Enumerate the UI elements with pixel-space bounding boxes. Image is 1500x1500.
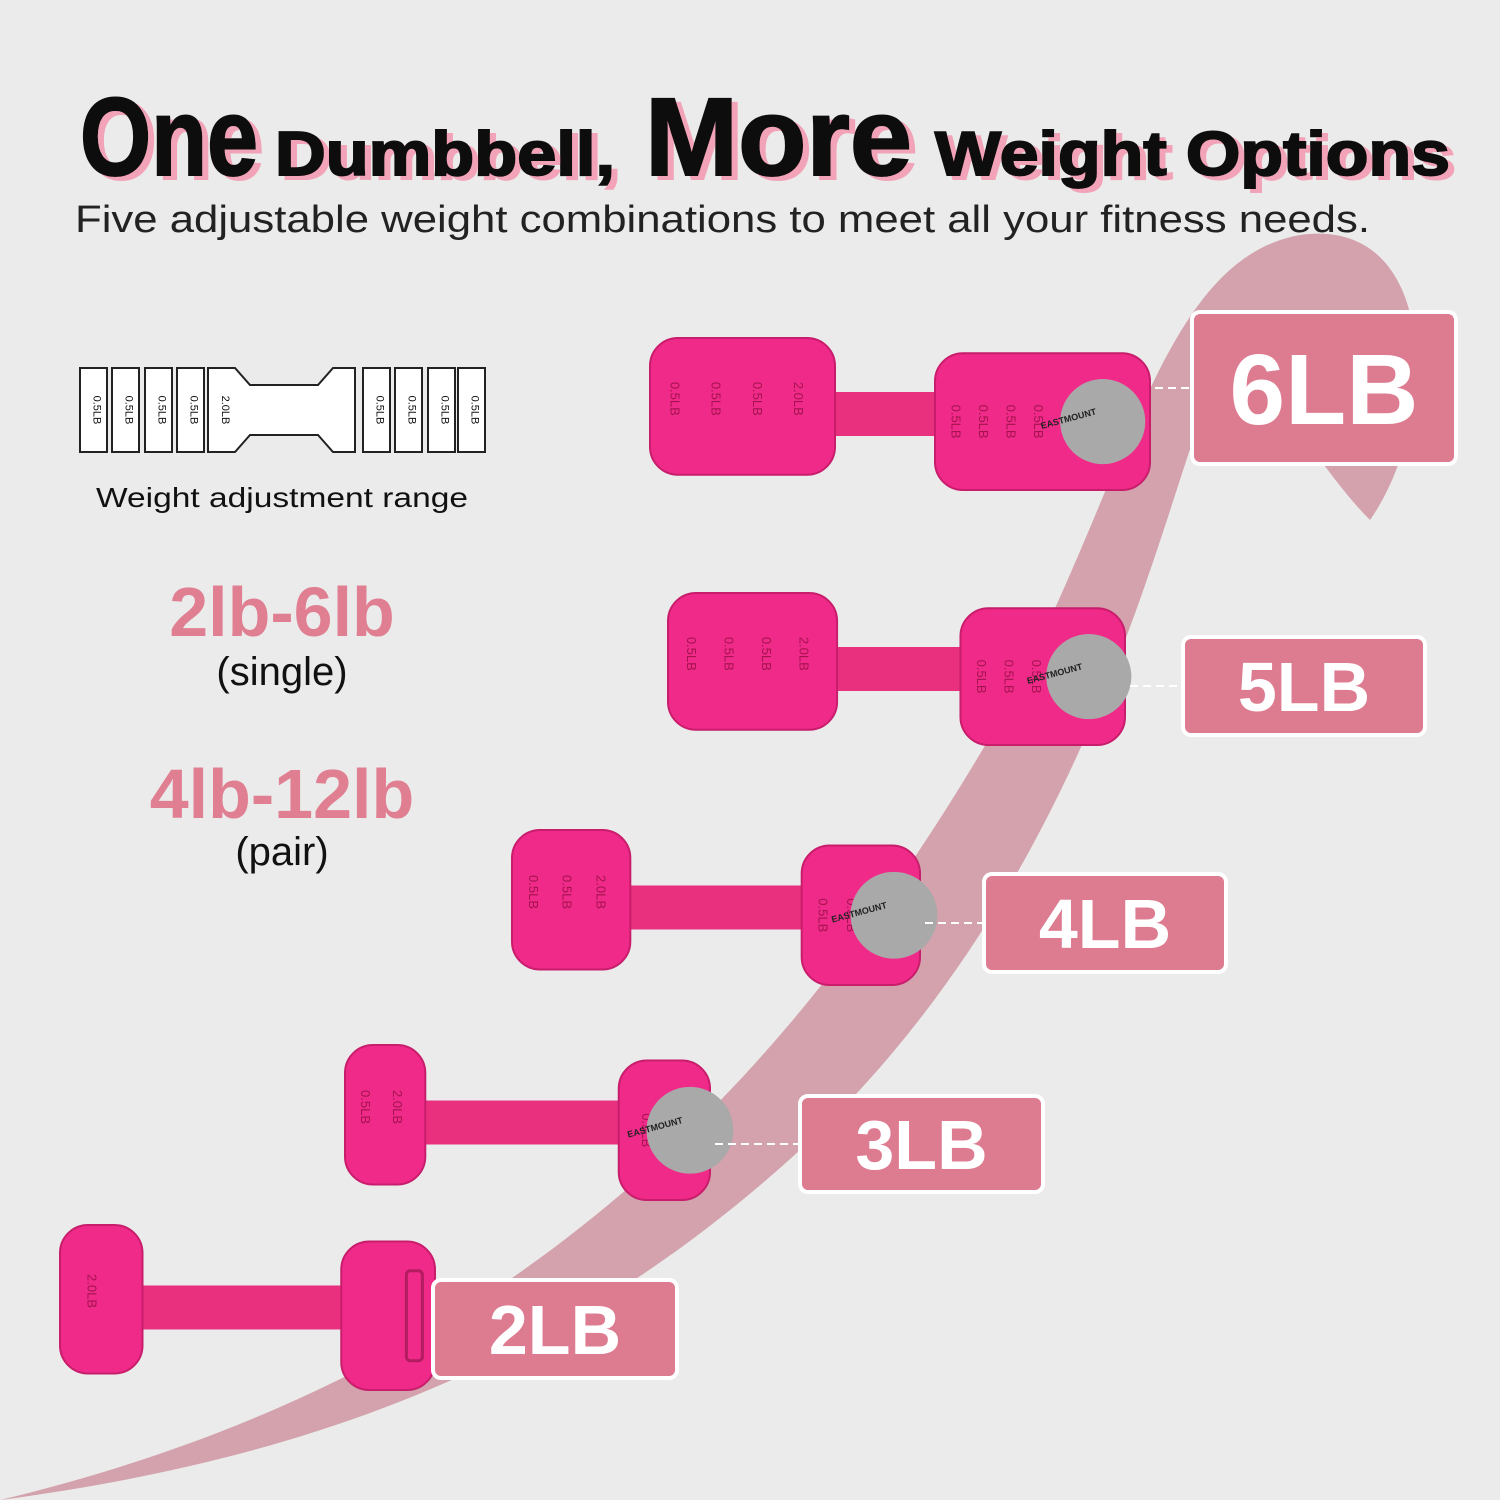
range-value: 2lb-6lb (169, 573, 395, 651)
plate-label: 0.5LB (750, 382, 765, 416)
plate-label: 0.5LB (526, 875, 541, 909)
diagram-caption: Weight adjustment range (96, 482, 468, 513)
weight-label: 5LB (1238, 648, 1370, 726)
handle (625, 885, 807, 930)
plate-label: 0.5LB (1031, 405, 1046, 439)
title-word: More (645, 76, 912, 199)
plate (427, 367, 456, 453)
plate-label: 0.5LB (439, 396, 451, 425)
handle (420, 1100, 624, 1145)
plate-label: 0.5LB (374, 396, 386, 425)
slot (404, 1269, 424, 1363)
weight-label: 3LB (855, 1106, 987, 1184)
end-cap (1060, 379, 1146, 465)
title-word: One (80, 76, 258, 199)
title-word: Weight Options (935, 120, 1450, 189)
plate-label: 0.5LB (91, 396, 103, 425)
plate (457, 367, 486, 453)
plate-label: 0.5LB (709, 382, 724, 416)
left-head (511, 829, 632, 971)
weight-label: 2LB (489, 1291, 621, 1369)
plate-label: 2.0LB (390, 1090, 405, 1124)
handle (832, 647, 966, 691)
plate-label: 0.5LB (1001, 660, 1016, 694)
weight-diagram: Weight adjustment range 0.5LB 0.5LB 0.5LB 0… (79, 367, 486, 513)
plate-label: 2.0LB (85, 1274, 100, 1308)
plate-label: 0.5LB (721, 637, 736, 671)
left-head (649, 337, 836, 476)
handle-outline (207, 367, 356, 453)
dumbbell: 0.5LB 0.5LB 0.5LB 2.0LB 0.5LB 0.5LB 0.5LB 0.5LB… (649, 337, 1151, 492)
weight-label: 6LB (1230, 334, 1419, 446)
handle-label: 2.0LB (219, 396, 231, 425)
plate (394, 367, 423, 453)
weight-label: 4LB (1039, 885, 1171, 963)
plate-label: 2.0LB (594, 875, 609, 909)
left-head (344, 1044, 427, 1186)
range-note: (single) (216, 650, 347, 694)
plate-label: 0.5LB (156, 396, 168, 425)
range-value: 4lb-12lb (150, 755, 415, 833)
weight-box (1190, 310, 1458, 466)
plate-label: 0.5LB (1004, 405, 1019, 439)
weight-box (798, 1094, 1045, 1194)
plate-label: 2.0LB (791, 382, 806, 416)
plate-label: 0.5LB (469, 396, 481, 425)
plate-label: 0.5LB (1029, 660, 1044, 694)
plate-label: 0.5LB (684, 637, 699, 671)
plate (362, 367, 391, 453)
subtitle: Five adjustable weight combinations to m… (75, 199, 1370, 241)
plate-label: 0.5LB (816, 898, 831, 932)
plate (111, 367, 140, 453)
left-head (59, 1224, 144, 1375)
title-word: Dumbbell, (275, 120, 615, 189)
plate-label: 0.5LB (358, 1090, 373, 1124)
plate (144, 367, 173, 453)
end-cap (1046, 634, 1132, 720)
weight-box (431, 1278, 679, 1380)
plate-label: 2.0LB (797, 637, 812, 671)
plate-label: 0.5LB (974, 660, 989, 694)
plate (79, 367, 108, 453)
handle (830, 392, 940, 436)
handle (137, 1285, 347, 1330)
plate (176, 367, 205, 453)
plate-label: 0.5LB (406, 396, 418, 425)
end-cap (850, 871, 938, 959)
dumbbell: 2.0LB (59, 1224, 436, 1391)
weight-box (982, 872, 1228, 974)
plate-label: 0.5LB (949, 405, 964, 439)
end-cap (646, 1086, 734, 1174)
plate-label: 0.5LB (976, 405, 991, 439)
plate-label: 0.5LB (188, 396, 200, 425)
plate-label: 0.5LB (560, 875, 575, 909)
left-head (667, 592, 839, 731)
plate-label: 0.5LB (123, 396, 135, 425)
plate-label: 0.5LB (668, 382, 683, 416)
weight-box (1181, 635, 1427, 737)
plate-label: 0.5LB (759, 637, 774, 671)
range-note: (pair) (235, 830, 328, 874)
